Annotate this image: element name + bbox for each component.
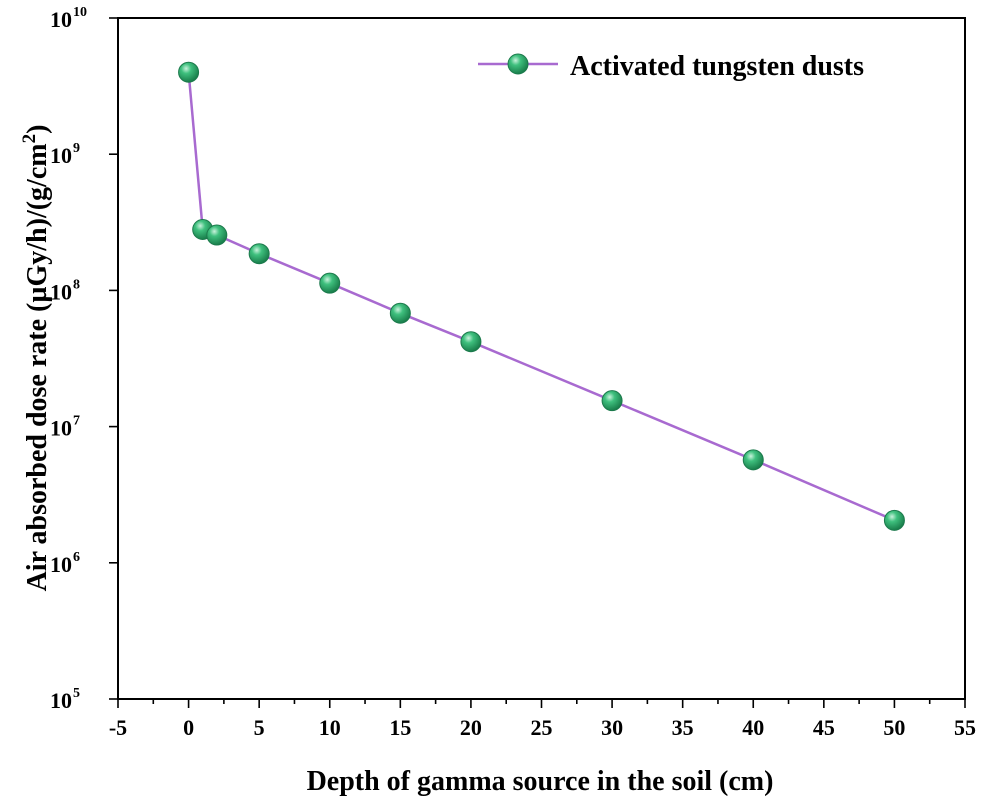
data-point bbox=[178, 61, 200, 83]
data-point bbox=[742, 449, 764, 471]
y-tick-label: 10 bbox=[50, 7, 72, 32]
y-tick-label: 10 bbox=[50, 279, 72, 304]
x-tick-label: 20 bbox=[460, 715, 482, 740]
y-axis-title-sup: 2 bbox=[19, 134, 40, 144]
y-tick-label: 10 bbox=[50, 416, 72, 441]
series-line bbox=[187, 72, 895, 522]
x-tick-label: 10 bbox=[319, 715, 341, 740]
y-tick-label: 10 bbox=[50, 143, 72, 168]
data-point bbox=[460, 331, 482, 353]
y-axis-title-main: Air absorbed dose rate (µGy/h)/(g/cm bbox=[22, 143, 53, 591]
x-tick-label: 30 bbox=[601, 715, 623, 740]
legend-marker bbox=[507, 53, 529, 75]
plot-frame bbox=[117, 17, 966, 700]
x-axis-title: Depth of gamma source in the soil (cm) bbox=[307, 766, 774, 797]
x-tick-label: 45 bbox=[813, 715, 835, 740]
x-tick-label: 50 bbox=[883, 715, 905, 740]
y-tick-exponent: 6 bbox=[73, 550, 80, 565]
x-tick-label: 15 bbox=[389, 715, 411, 740]
y-tick-label: 10 bbox=[50, 552, 72, 577]
y-tick-exponent: 8 bbox=[73, 277, 80, 292]
y-tick-label: 10 bbox=[50, 688, 72, 713]
data-point bbox=[389, 302, 411, 324]
legend-label: Activated tungsten dusts bbox=[570, 51, 864, 82]
data-point bbox=[601, 390, 623, 412]
x-tick-label: 25 bbox=[531, 715, 553, 740]
y-tick-exponent: 7 bbox=[73, 414, 80, 429]
y-axis-title-end: ) bbox=[22, 125, 53, 134]
x-axis: -5 0 5 10 15 20 25 30 35 40 45 50 55 bbox=[109, 699, 976, 740]
x-tick-label: -5 bbox=[109, 715, 127, 740]
x-tick-label: 35 bbox=[672, 715, 694, 740]
x-tick-label: 55 bbox=[954, 715, 976, 740]
legend: Activated tungsten dusts bbox=[478, 51, 864, 82]
series-layer bbox=[178, 61, 905, 531]
y-axis-title: Air absorbed dose rate (µGy/h)/(g/cm2) bbox=[19, 125, 53, 592]
y-tick-exponent: 5 bbox=[73, 686, 80, 701]
plot-border bbox=[117, 17, 966, 700]
y-tick-exponent: 9 bbox=[73, 141, 80, 156]
x-tick-label: 5 bbox=[254, 715, 265, 740]
data-point bbox=[319, 272, 341, 294]
x-tick-label: 0 bbox=[183, 715, 194, 740]
y-tick-exponent: 10 bbox=[73, 5, 87, 20]
data-point bbox=[248, 243, 270, 265]
data-point bbox=[206, 224, 228, 246]
data-point bbox=[883, 509, 905, 531]
x-tick-label: 40 bbox=[742, 715, 764, 740]
